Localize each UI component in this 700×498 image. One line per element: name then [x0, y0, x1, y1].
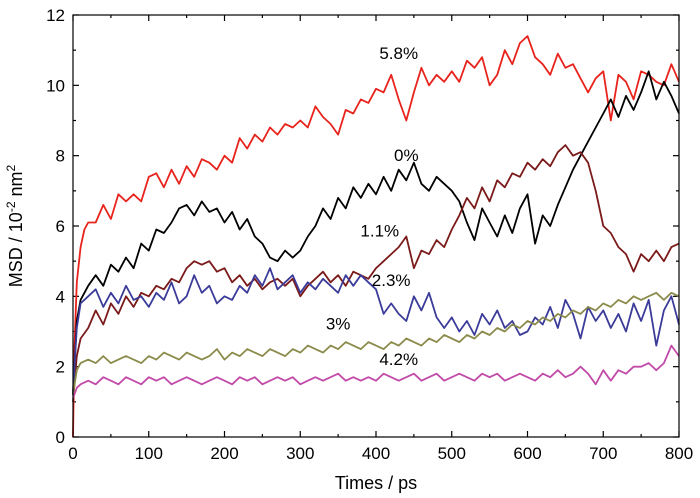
y-axis-label-unit: nm	[6, 171, 26, 201]
x-tick-label: 500	[438, 444, 466, 463]
series-label: 2.3%	[372, 271, 411, 290]
y-axis-label-main: MSD / 10	[6, 212, 26, 287]
y-tick-label: 0	[56, 428, 65, 447]
x-tick-label: 0	[68, 444, 77, 463]
series-lines	[72, 35, 680, 438]
series-line	[72, 70, 680, 395]
series-line	[72, 144, 680, 402]
x-tick-label: 300	[286, 444, 314, 463]
series-label: 1.1%	[360, 222, 399, 241]
y-axis-label-exponent: -2	[4, 201, 18, 212]
x-tick-label: 600	[513, 444, 541, 463]
series-labels: 5.8% 0% 1.1% 2.3% 3% 4.2%	[326, 44, 419, 369]
x-axis-label: Times / ps	[335, 473, 417, 493]
x-tick-label: 700	[589, 444, 617, 463]
series-line	[72, 291, 680, 395]
series-line	[72, 35, 680, 438]
y-axis-label: MSD / 10-2 nm2	[4, 164, 26, 287]
series-line	[72, 344, 680, 399]
axis-ticks: 0 100 200 300 400 500 600 700 800 0 2 4 6 8 10 12	[46, 6, 693, 463]
y-axis-label-unit-exponent: 2	[4, 164, 18, 171]
series-line	[72, 267, 680, 392]
plot-frame	[72, 14, 680, 438]
series-label: 5.8%	[379, 44, 418, 63]
series-label: 4.2%	[379, 350, 418, 369]
series-label: 0%	[394, 146, 419, 165]
x-tick-label: 400	[362, 444, 390, 463]
y-tick-label: 2	[56, 358, 65, 377]
y-tick-label: 12	[46, 6, 65, 25]
y-tick-label: 6	[56, 217, 65, 236]
x-tick-label: 800	[665, 444, 693, 463]
x-tick-label: 100	[135, 444, 163, 463]
x-tick-label: 200	[210, 444, 238, 463]
y-tick-label: 4	[56, 287, 65, 306]
series-label: 3%	[326, 315, 351, 334]
y-tick-label: 8	[56, 147, 65, 166]
y-tick-label: 10	[46, 76, 65, 95]
